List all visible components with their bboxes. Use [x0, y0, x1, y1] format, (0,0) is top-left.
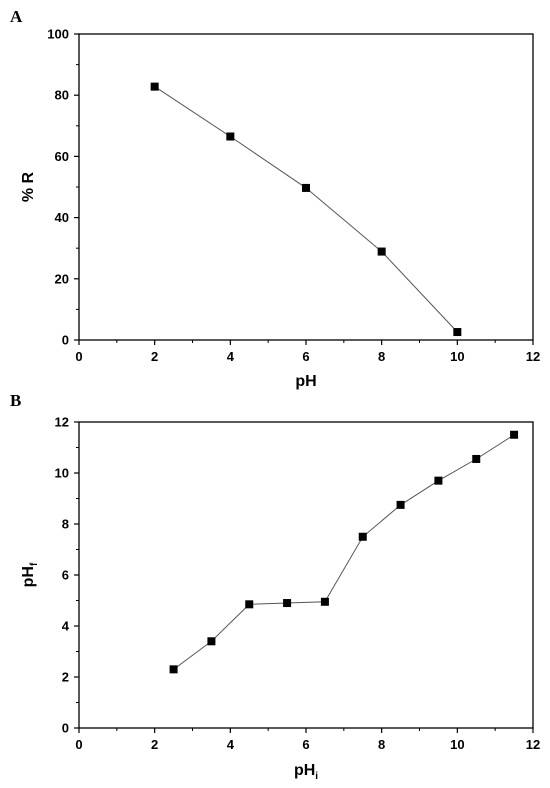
data-point — [453, 328, 462, 337]
data-point — [434, 476, 443, 485]
x-axis-title: pHi — [294, 762, 318, 782]
data-point — [302, 183, 310, 192]
x-tick-label: 0 — [75, 737, 82, 752]
y-axis-title: % R — [20, 171, 37, 202]
x-tick-label: 4 — [227, 349, 235, 364]
x-tick-label: 10 — [450, 737, 464, 752]
y-tick-label: 8 — [62, 517, 69, 532]
x-tick-label: 8 — [378, 737, 385, 752]
y-tick-label: 10 — [55, 466, 69, 481]
data-point — [283, 599, 292, 608]
y-tick-label: 20 — [55, 271, 69, 286]
y-tick-label: 12 — [55, 415, 69, 430]
x-tick-label: 12 — [526, 349, 540, 364]
y-tick-label: 6 — [62, 568, 69, 583]
y-tick-label: 4 — [62, 619, 70, 634]
y-tick-label: 2 — [62, 670, 69, 685]
x-axis-title: pH — [295, 373, 316, 390]
panel-label: A — [10, 7, 23, 26]
series-line — [173, 434, 515, 670]
data-point — [377, 247, 386, 256]
data-point — [150, 82, 159, 91]
x-tick-label: 0 — [75, 349, 82, 364]
x-tick-label: 2 — [151, 737, 158, 752]
x-tick-label: 6 — [302, 737, 309, 752]
data-point — [226, 132, 235, 141]
data-point — [245, 600, 254, 609]
y-tick-label: 0 — [62, 721, 69, 736]
plot-frame — [78, 421, 534, 729]
data-point — [510, 430, 519, 439]
data-point — [396, 500, 405, 509]
chart-panel-a: A 0 2 4 6 8 10 12 0 20 40 60 80 100 pH % R — [10, 7, 540, 390]
data-point — [358, 532, 367, 541]
chart-panel-b: B 0 2 4 6 8 10 12 0 2 4 6 8 10 12 pHi pHf — [10, 391, 540, 782]
x-tick-label: 2 — [151, 349, 158, 364]
x-tick-label: 12 — [526, 737, 540, 752]
x-tick-label: 8 — [378, 349, 385, 364]
data-point — [169, 665, 178, 674]
x-tick-label: 4 — [227, 737, 235, 752]
y-tick-label: 60 — [55, 149, 69, 164]
x-tick-label: 10 — [450, 349, 464, 364]
y-axis-title: pHf — [20, 562, 40, 587]
y-tick-label: 100 — [47, 27, 69, 42]
y-tick-label: 0 — [62, 333, 69, 348]
data-point — [320, 597, 329, 606]
x-tick-label: 6 — [302, 349, 309, 364]
series-line — [154, 86, 458, 333]
data-point — [472, 454, 481, 463]
y-tick-label: 80 — [55, 88, 69, 103]
y-tick-label: 40 — [55, 210, 69, 225]
panel-label: B — [10, 391, 21, 410]
data-point — [207, 637, 216, 646]
